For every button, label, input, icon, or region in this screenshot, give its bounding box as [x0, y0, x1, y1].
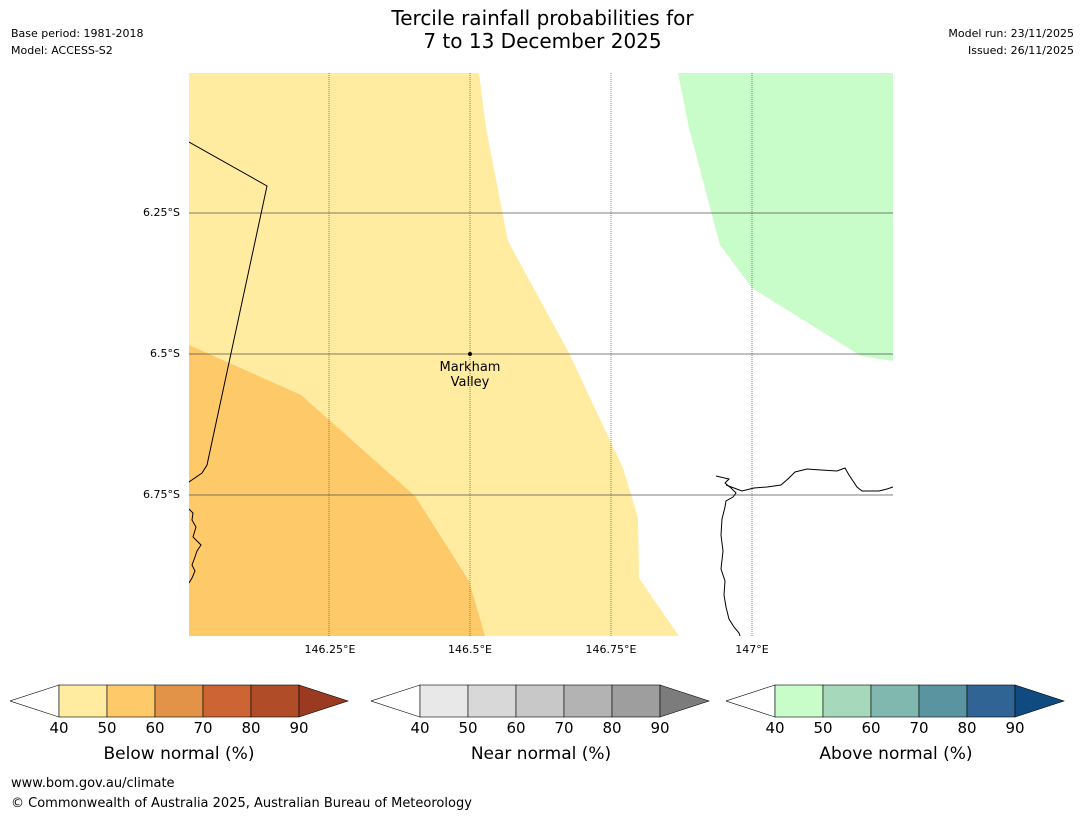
map-title: Tercile rainfall probabilities for 7 to …	[0, 7, 1085, 53]
above-normal-50-region	[678, 73, 893, 361]
west-coastline	[189, 508, 202, 584]
above-normal-legend-title: Above normal (%)	[819, 744, 973, 764]
above-tick-70: 70	[909, 719, 929, 737]
near-tick-80: 80	[602, 719, 622, 737]
near-tick-60: 60	[506, 719, 526, 737]
below-tick-40: 40	[49, 719, 69, 737]
near-tick-70: 70	[554, 719, 574, 737]
above-normal-swatch-60-70	[870, 684, 920, 718]
near-normal-swatch-70-80	[563, 684, 613, 718]
gridlines	[189, 73, 893, 636]
near-normal-swatch-over	[659, 684, 710, 718]
above-tick-40: 40	[765, 719, 785, 737]
below-normal-swatch-over	[298, 684, 349, 718]
probability-map	[189, 73, 893, 636]
below-normal-swatch-under	[10, 684, 60, 718]
above-normal-swatch-70-80	[918, 684, 968, 718]
near-normal-swatch-40-50	[419, 684, 469, 718]
above-normal-swatch-50-60	[822, 684, 872, 718]
near-normal-legend-title: Near normal (%)	[470, 744, 612, 764]
below-tick-80: 80	[241, 719, 261, 737]
meta-left: Base period: 1981-2018 Model: ACCESS-S2	[11, 25, 143, 59]
near-normal-colorbar	[371, 684, 710, 718]
meta-right: Model run: 23/11/2025 Issued: 26/11/2025	[948, 25, 1074, 59]
lat-tick-6-5: 6.5°S	[150, 347, 180, 360]
lon-tick-146-5: 146.5°E	[448, 643, 492, 656]
lon-tick-146-75: 146.75°E	[585, 643, 637, 656]
markham-valley-marker	[468, 352, 472, 356]
above-tick-60: 60	[861, 719, 881, 737]
near-tick-90: 90	[650, 719, 670, 737]
below-normal-colorbar	[10, 684, 349, 718]
base-period: Base period: 1981-2018	[11, 27, 144, 40]
place-name-line-2: Valley	[450, 375, 490, 390]
below-normal-swatch-50-60	[106, 684, 156, 718]
near-normal-swatch-60-70	[515, 684, 565, 718]
near-normal-swatch-50-60	[467, 684, 517, 718]
below-tick-70: 70	[193, 719, 213, 737]
above-tick-80: 80	[957, 719, 977, 737]
place-label: Markham Valley	[420, 360, 520, 390]
footer: www.bom.gov.au/climate © Commonwealth of…	[11, 774, 472, 814]
below-tick-50: 50	[97, 719, 117, 737]
below-normal-swatch-80-90	[250, 684, 300, 718]
above-tick-50: 50	[813, 719, 833, 737]
below-tick-60: 60	[145, 719, 165, 737]
above-normal-colorbar	[726, 684, 1065, 718]
above-normal-swatch-over	[1014, 684, 1065, 718]
lat-tick-6-25: 6.25°S	[143, 206, 180, 219]
lon-tick-147: 147°E	[735, 643, 769, 656]
above-normal-swatch-80-90	[966, 684, 1016, 718]
east-coastline	[715, 475, 741, 636]
below-normal-legend-title: Below normal (%)	[103, 744, 255, 764]
title-line-1: Tercile rainfall probabilities for	[391, 6, 694, 30]
above-tick-90: 90	[1005, 719, 1025, 737]
below-normal-swatch-40-50	[58, 684, 108, 718]
below-normal-swatch-70-80	[202, 684, 252, 718]
model-name: Model: ACCESS-S2	[11, 44, 113, 57]
north-coastline	[725, 467, 893, 492]
model-run-date: Model run: 23/11/2025	[948, 27, 1074, 40]
lon-tick-146-25: 146.25°E	[304, 643, 356, 656]
below-tick-90: 90	[289, 719, 309, 737]
place-name-line-1: Markham	[439, 360, 501, 375]
lat-tick-6-75: 6.75°S	[143, 488, 180, 501]
below-normal-swatch-60-70	[154, 684, 204, 718]
province-border	[189, 141, 268, 483]
above-normal-swatch-40-50	[774, 684, 824, 718]
above-normal-swatch-under	[726, 684, 776, 718]
footer-url: www.bom.gov.au/climate	[11, 776, 175, 791]
issued-date: Issued: 26/11/2025	[967, 44, 1074, 57]
near-tick-50: 50	[458, 719, 478, 737]
below-normal-60-region	[189, 345, 485, 636]
title-line-2: 7 to 13 December 2025	[423, 29, 662, 53]
near-normal-swatch-under	[371, 684, 421, 718]
near-normal-swatch-80-90	[611, 684, 661, 718]
footer-copyright: © Commonwealth of Australia 2025, Austra…	[11, 796, 472, 811]
near-tick-40: 40	[410, 719, 430, 737]
